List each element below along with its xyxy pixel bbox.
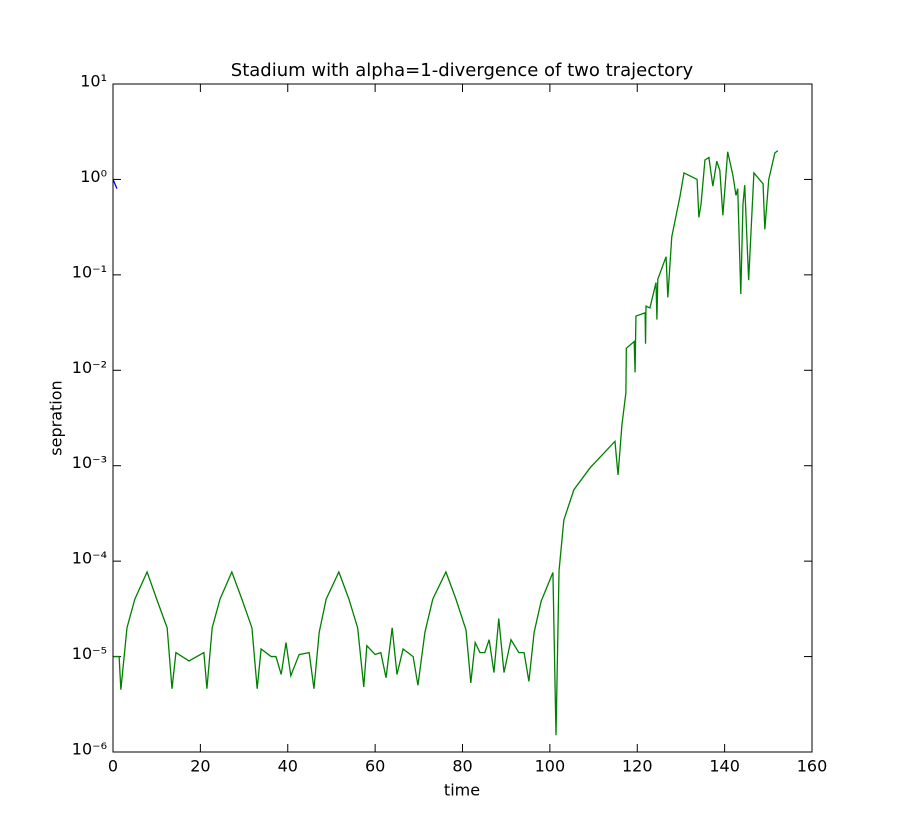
x-tick-label: 0 — [108, 757, 118, 776]
x-tick-label: 80 — [452, 757, 472, 776]
x-tick-label: 160 — [797, 757, 828, 776]
x-tick-label: 140 — [709, 757, 740, 776]
y-tick-label: 10⁻² — [72, 358, 107, 377]
line — [113, 150, 779, 736]
line — [112, 179, 118, 189]
y-tick-label: 10⁻⁴ — [72, 549, 107, 568]
x-tick-label: 120 — [622, 757, 653, 776]
chart-title: Stadium with alpha=1-divergence of two t… — [231, 60, 694, 81]
y-tick-label: 10⁻³ — [72, 453, 107, 472]
x-tick-label: 20 — [190, 757, 210, 776]
x-axis-label: time — [444, 781, 480, 800]
y-tick-label: 10⁻⁶ — [72, 740, 107, 759]
y-tick-label: 10⁻⁵ — [72, 644, 107, 663]
x-tick-label: 60 — [365, 757, 385, 776]
y-tick-label: 10⁻¹ — [72, 262, 107, 281]
y-axis-label: sepration — [47, 380, 66, 455]
plot-frame — [112, 83, 813, 753]
x-tick-label: 40 — [278, 757, 298, 776]
x-tick-label: 100 — [535, 757, 566, 776]
y-tick-label: 10⁰ — [80, 167, 107, 186]
y-tick-label: 10¹ — [80, 72, 107, 91]
